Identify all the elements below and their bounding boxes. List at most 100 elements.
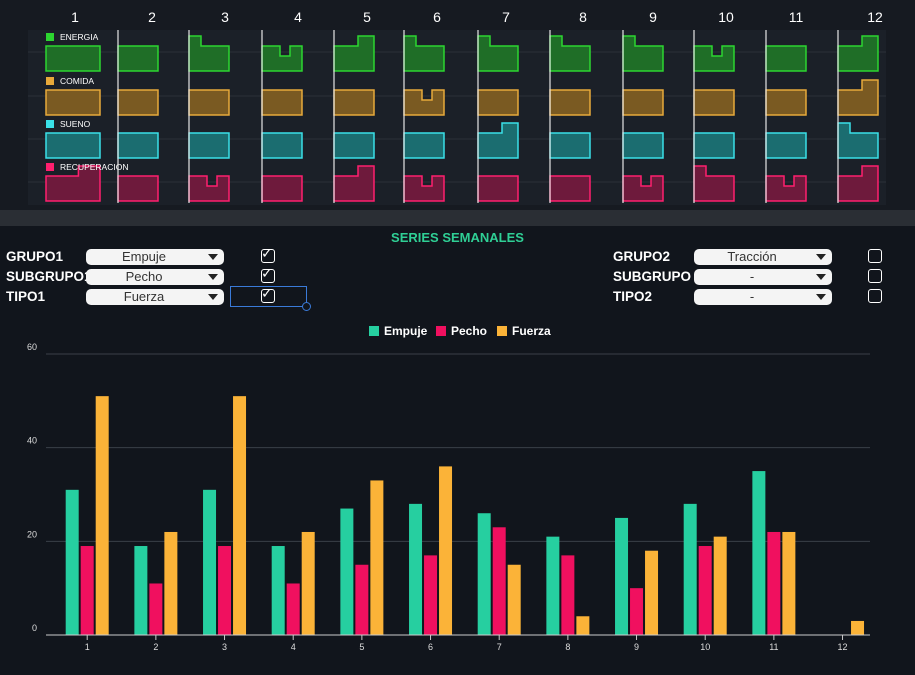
column-header: 6 xyxy=(433,9,441,25)
tipo1-checkbox[interactable]: ✓ xyxy=(261,286,275,303)
bar-empuje[interactable] xyxy=(683,503,697,635)
status-cell xyxy=(45,132,101,159)
legend-swatch xyxy=(369,326,379,336)
status-cell xyxy=(261,89,303,116)
legend-label: Empuje xyxy=(384,324,428,338)
x-tick-label: 4 xyxy=(291,642,296,652)
bar-fuerza[interactable] xyxy=(164,531,178,635)
x-tick-label: 7 xyxy=(497,642,502,652)
y-tick-label: 60 xyxy=(27,342,37,352)
bar-empuje[interactable] xyxy=(203,489,217,635)
bar-pecho[interactable] xyxy=(286,583,300,635)
legend-label: Pecho xyxy=(451,324,488,338)
bar-fuerza[interactable] xyxy=(576,616,590,635)
bar-empuje[interactable] xyxy=(477,513,491,635)
x-tick-label: 5 xyxy=(359,642,364,652)
legend-swatch xyxy=(436,326,446,336)
bar-empuje[interactable] xyxy=(340,508,354,635)
bar-pecho[interactable] xyxy=(355,564,369,635)
legend-item-pecho[interactable]: Pecho xyxy=(436,324,487,338)
subgrupo1-checkbox[interactable]: ✓ xyxy=(261,266,275,283)
status-cell xyxy=(622,132,664,159)
status-cell xyxy=(622,89,664,116)
grupo1-value: Empuje xyxy=(121,249,167,264)
column-header: 9 xyxy=(649,9,657,25)
bar-fuerza[interactable] xyxy=(301,531,315,635)
bar-fuerza[interactable] xyxy=(645,550,659,635)
status-cell xyxy=(261,175,303,202)
subgrupo1-select[interactable]: Pecho xyxy=(86,269,224,285)
bar-fuerza[interactable] xyxy=(95,396,109,635)
subgrupo2-checkbox[interactable] xyxy=(868,269,882,283)
bar-fuerza[interactable] xyxy=(851,620,865,635)
bar-fuerza[interactable] xyxy=(782,531,796,635)
bar-pecho[interactable] xyxy=(630,588,644,635)
legend-item-fuerza[interactable]: Fuerza xyxy=(497,324,551,338)
row-label: COMIDA xyxy=(60,76,94,86)
grupo1-checkbox[interactable]: ✓ xyxy=(261,246,275,263)
chevron-down-icon xyxy=(208,254,218,260)
column-header: 1 xyxy=(71,9,79,25)
status-cell xyxy=(117,175,159,202)
bar-fuerza[interactable] xyxy=(507,564,521,635)
status-cell xyxy=(188,175,230,202)
legend-item-empuje[interactable]: Empuje xyxy=(369,324,427,338)
row-label: RECUPERACION xyxy=(60,162,128,172)
column-header: 7 xyxy=(502,9,510,25)
column-header: 8 xyxy=(579,9,587,25)
chevron-down-icon xyxy=(816,294,826,300)
bar-pecho[interactable] xyxy=(424,555,438,635)
bar-pecho[interactable] xyxy=(80,546,94,635)
grupo2-select[interactable]: Tracción xyxy=(694,249,832,265)
resize-handle[interactable] xyxy=(302,302,311,311)
subgrupo2-select[interactable]: - xyxy=(694,269,832,285)
check-icon: ✓ xyxy=(261,286,273,302)
tipo2-checkbox[interactable] xyxy=(868,289,882,303)
bar-fuerza[interactable] xyxy=(439,466,453,635)
status-cell xyxy=(765,45,807,72)
status-cell xyxy=(622,175,664,202)
subgrupo1-value: Pecho xyxy=(125,269,163,284)
row-color-marker xyxy=(46,163,54,171)
chevron-down-icon xyxy=(816,274,826,280)
column-header: 10 xyxy=(718,9,734,25)
bar-fuerza[interactable] xyxy=(233,396,247,635)
y-tick-label: 20 xyxy=(27,529,37,539)
column-header: 3 xyxy=(221,9,229,25)
subgrupo2-value: - xyxy=(749,269,755,284)
bar-empuje[interactable] xyxy=(409,503,423,635)
chevron-down-icon xyxy=(208,274,218,280)
row-label: SUENO xyxy=(60,119,91,129)
bar-pecho[interactable] xyxy=(492,527,506,635)
bar-fuerza[interactable] xyxy=(370,480,384,635)
weekly-status-grid: 1 2 3 4 5 6 7 8 9 10 11 12 ENERGIA COMIDA SUENO RECUPER… xyxy=(0,0,915,210)
status-cell xyxy=(45,45,101,72)
bar-empuje[interactable] xyxy=(65,489,79,635)
tipo2-select[interactable]: - xyxy=(694,289,832,305)
row-color-marker xyxy=(46,33,54,41)
bar-empuje[interactable] xyxy=(615,517,629,635)
bar-pecho[interactable] xyxy=(698,546,712,635)
bar-empuje[interactable] xyxy=(752,471,766,635)
status-cell xyxy=(693,89,735,116)
x-tick-label: 11 xyxy=(769,642,778,652)
grid-area xyxy=(28,30,886,205)
tipo2-label: TIPO2 xyxy=(613,289,653,304)
status-cell xyxy=(117,89,159,116)
bar-pecho[interactable] xyxy=(561,555,575,635)
tipo1-select[interactable]: Fuerza xyxy=(86,289,224,305)
x-tick-label: 12 xyxy=(838,642,848,652)
bar-pecho[interactable] xyxy=(149,583,163,635)
bar-fuerza[interactable] xyxy=(713,536,727,635)
bar-pecho[interactable] xyxy=(767,531,781,635)
grupo2-checkbox[interactable] xyxy=(868,249,882,263)
bar-empuje[interactable] xyxy=(134,546,148,635)
grupo1-select[interactable]: Empuje xyxy=(86,249,224,265)
bar-empuje[interactable] xyxy=(271,546,285,635)
section-title: SERIES SEMANALES xyxy=(391,230,524,245)
bar-empuje[interactable] xyxy=(546,536,560,635)
bar-pecho[interactable] xyxy=(218,546,232,635)
column-header: 4 xyxy=(294,9,302,25)
x-tick-label: 1 xyxy=(85,642,90,652)
series-panel: SERIES SEMANALES GRUPO1 Empuje ✓ SUBGRUP… xyxy=(0,226,915,675)
